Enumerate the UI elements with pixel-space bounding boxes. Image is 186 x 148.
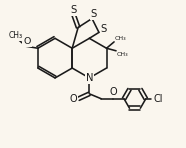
Text: N: N	[86, 73, 93, 83]
Text: O: O	[109, 87, 117, 97]
Text: CH₃: CH₃	[117, 52, 129, 57]
Text: S: S	[91, 9, 97, 18]
Text: O: O	[23, 37, 31, 46]
Text: CH₃: CH₃	[115, 36, 127, 41]
Text: S: S	[70, 5, 76, 15]
Text: O: O	[70, 94, 77, 104]
Text: Cl: Cl	[154, 94, 163, 104]
Text: S: S	[101, 24, 107, 34]
Text: CH₃: CH₃	[9, 31, 23, 40]
